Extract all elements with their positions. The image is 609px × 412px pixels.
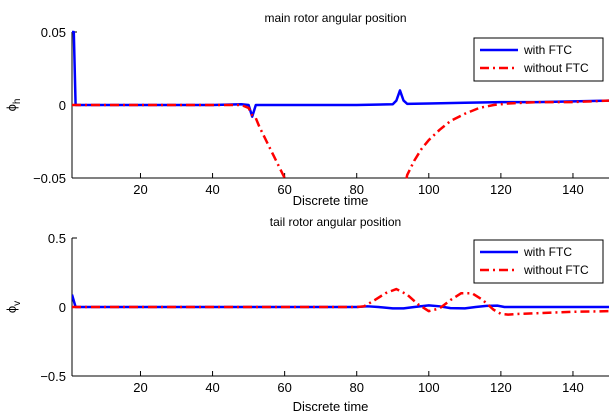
chart-1-xtick-label: 60 [277,182,291,197]
chart-2-xtick-label: 20 [133,380,147,395]
chart-1-y-axis-label: ϕh [4,99,23,112]
chart-2-ytick-label: 0 [59,300,66,315]
chart-1-legend-label: with FTC [523,43,572,57]
chart-1-x-axis-label: Discrete time [293,193,369,208]
chart-2-xtick-label: 80 [349,380,363,395]
chart-1-ytick-label: 0 [59,98,66,113]
chart-1-legend-label: without FTC [523,61,589,75]
chart-2-x-axis-label: Discrete time [293,399,369,412]
chart-1: main rotor angular position 20 40 60 80 100 12… [4,11,609,208]
chart-1-xtick-label: 20 [133,182,147,197]
chart-1-xtick-label: 100 [418,182,440,197]
chart-2-xtick-label: 140 [562,380,584,395]
chart-2-xtick-label: 120 [490,380,512,395]
chart-1-legend: with FTC without FTC [473,37,604,82]
chart-2-legend-box [473,239,604,284]
chart-1-legend-box [473,37,604,82]
chart-2-legend-label: without FTC [523,263,589,277]
chart-1-xtick-label: 140 [562,182,584,197]
chart-2-xtick-label: 40 [205,380,219,395]
chart-1-series-without-ftc-line [72,99,609,180]
chart-2-ytick-label: 0.5 [48,231,66,246]
chart-2-title: tail rotor angular position [270,215,401,229]
chart-1-xtick-label: 120 [490,182,512,197]
chart-1-ytick-label: −0.05 [33,171,66,186]
chart-2: tail rotor angular position 20 40 60 80 100 12… [4,215,609,412]
chart-1-title: main rotor angular position [264,11,406,25]
chart-2-legend: with FTC without FTC [473,239,604,284]
chart-2-xtick-label: 100 [418,380,440,395]
chart-2-ytick-label: −0.5 [40,369,66,384]
chart-2-y-axis-label: ϕv [4,301,23,313]
chart-1-xtick-label: 40 [205,182,219,197]
chart-2-series-without-ftc-line [72,287,609,316]
chart-1-ytick-label: 0.05 [41,25,66,40]
chart-2-xtick-label: 60 [277,380,291,395]
chart-1-xtick-label: 80 [349,182,363,197]
chart-2-legend-label: with FTC [523,245,572,259]
chart-2-plot-area [72,287,609,316]
chart-1-plot-area [72,30,609,180]
